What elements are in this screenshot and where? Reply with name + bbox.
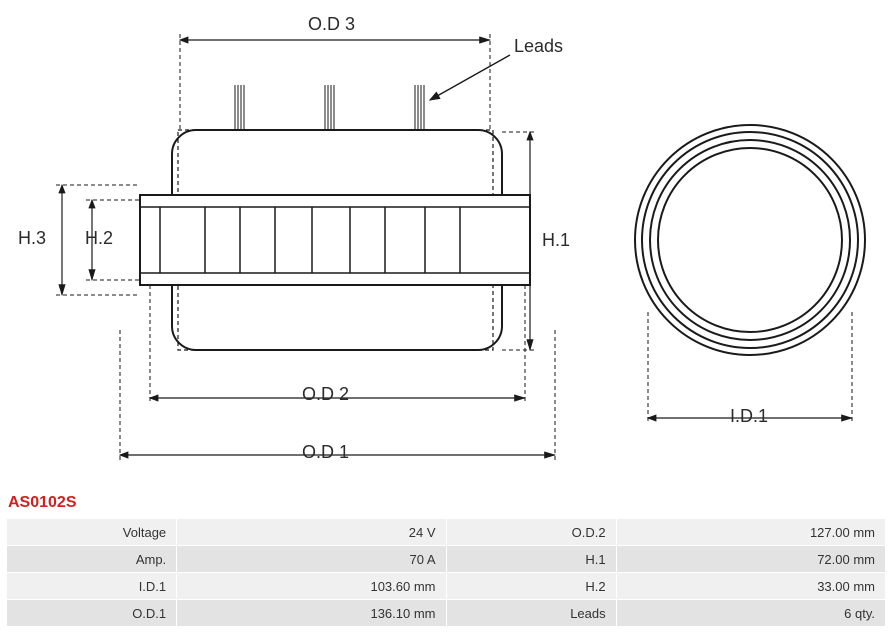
label-id1: I.D.1 [730,406,768,427]
spec-key: Voltage [7,519,176,545]
spec-value: 136.10 mm [177,600,445,626]
label-h1: H.1 [542,230,570,251]
label-od1: O.D 1 [302,442,349,463]
spec-key: O.D.1 [7,600,176,626]
label-od3: O.D 3 [308,14,355,35]
table-row: O.D.1136.10 mmLeads6 qty. [7,600,885,626]
spec-key: Amp. [7,546,176,572]
label-h2: H.2 [85,228,113,249]
table-row: Amp.70 AH.172.00 mm [7,546,885,572]
spec-value: 127.00 mm [617,519,885,545]
label-od2: O.D 2 [302,384,349,405]
spec-value: 6 qty. [617,600,885,626]
spec-key: I.D.1 [7,573,176,599]
table-row: I.D.1103.60 mmH.233.00 mm [7,573,885,599]
label-leads: Leads [514,36,563,57]
spec-key: H.2 [447,573,616,599]
spec-value: 33.00 mm [617,573,885,599]
spec-key: Leads [447,600,616,626]
label-h3: H.3 [18,228,46,249]
diagram-area: O.D 3 Leads H.1 H.2 H.3 O.D 2 O.D 1 I.D.… [0,0,892,490]
spec-value: 70 A [177,546,445,572]
product-code: AS0102S [8,494,77,512]
spec-value: 72.00 mm [617,546,885,572]
spec-value: 24 V [177,519,445,545]
spec-value: 103.60 mm [177,573,445,599]
spec-key: H.1 [447,546,616,572]
table-row: Voltage24 VO.D.2127.00 mm [7,519,885,545]
spec-table: Voltage24 VO.D.2127.00 mmAmp.70 AH.172.0… [6,518,886,627]
spec-key: O.D.2 [447,519,616,545]
